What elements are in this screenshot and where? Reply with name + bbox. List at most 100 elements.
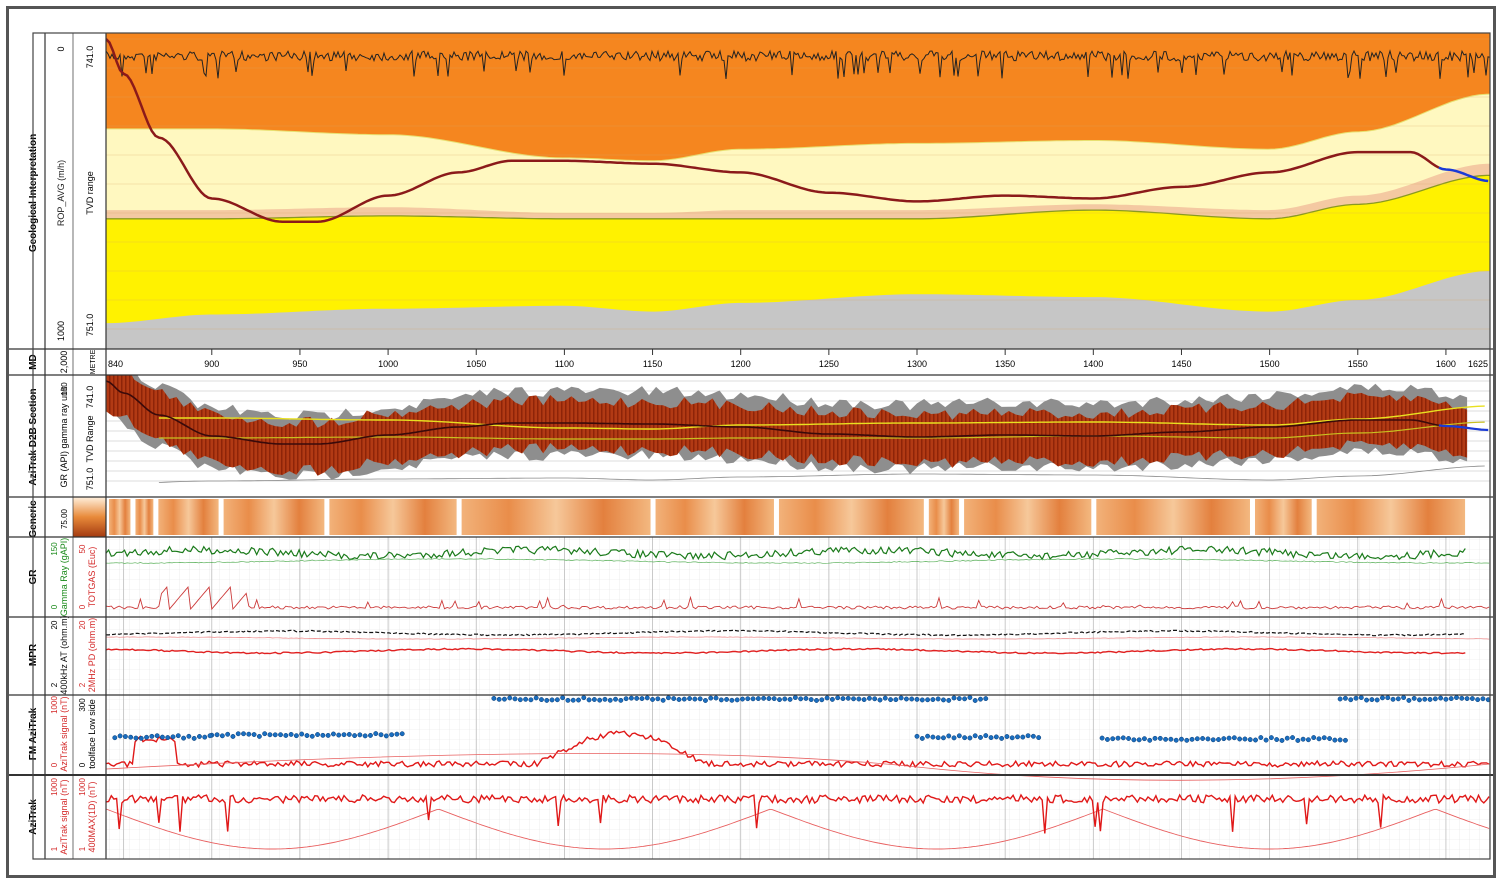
toolface-point xyxy=(819,697,825,703)
md-axis: 840 900 950 1000 1050 1100 1150 1200 1250 1300 135… xyxy=(105,349,1491,369)
toolface-point xyxy=(1221,736,1227,742)
toolface-point xyxy=(856,696,862,702)
toolface-point xyxy=(496,696,502,702)
toolface-point xyxy=(1136,737,1142,743)
toolface-point xyxy=(861,697,867,703)
toolface-point xyxy=(1036,735,1042,741)
toolface-point xyxy=(1141,736,1147,742)
toolface-point xyxy=(1263,737,1269,743)
toolface-point xyxy=(999,735,1005,741)
toolface-point xyxy=(1104,737,1110,742)
toolface-point xyxy=(1152,735,1158,741)
toolface-point xyxy=(191,735,197,741)
geo-track xyxy=(106,33,1490,349)
toolface-point xyxy=(935,735,941,741)
mpr-c2-bottom: 2 xyxy=(78,682,87,687)
toolface-point xyxy=(528,697,534,703)
toolface-point xyxy=(930,734,936,740)
toolface-point xyxy=(1311,735,1317,740)
toolface-point xyxy=(771,696,777,702)
toolface-point xyxy=(554,697,560,703)
generic-strip xyxy=(329,499,457,535)
toolface-point xyxy=(1216,737,1221,742)
toolface-point xyxy=(149,733,155,739)
toolface-point xyxy=(246,731,252,737)
toolface-point xyxy=(687,696,693,701)
toolface-point xyxy=(320,732,326,738)
toolface-point xyxy=(787,696,793,702)
toolface-point xyxy=(1253,737,1258,743)
fm-c1-top: 1000 xyxy=(50,696,59,714)
md-tick-label: 1400 xyxy=(1083,359,1103,369)
toolface-point xyxy=(1385,695,1391,701)
toolface-point xyxy=(1237,736,1243,742)
toolface-point xyxy=(692,696,698,702)
toolface-point xyxy=(256,733,262,739)
toolface-point xyxy=(1353,695,1359,701)
toolface-point xyxy=(1316,736,1322,742)
toolface-point xyxy=(560,695,566,701)
toolface-point xyxy=(1342,695,1348,701)
toolface-point xyxy=(549,697,555,703)
toolface-point xyxy=(761,695,767,701)
toolface-point xyxy=(967,735,973,741)
toolface-point xyxy=(829,696,835,702)
toolface-point xyxy=(851,696,856,702)
toolface-point xyxy=(888,697,894,703)
geo-scale-bottom: 1000 xyxy=(56,321,66,341)
toolface-point xyxy=(523,696,529,702)
d2b-yellow-boundary-top xyxy=(158,405,1485,430)
toolface-point xyxy=(1406,697,1412,703)
toolface-point xyxy=(1459,695,1465,701)
toolface-point xyxy=(983,733,989,739)
toolface-point xyxy=(840,696,846,702)
toolface-point xyxy=(650,697,655,702)
toolface-point xyxy=(983,696,989,702)
toolface-point xyxy=(383,733,389,739)
md-tick-label: 1625 xyxy=(1468,359,1488,369)
fm-c2-label: toolface Low side xyxy=(87,699,97,769)
toolface-point xyxy=(278,732,283,738)
toolface-point xyxy=(941,735,946,741)
d2b-range-top: 741.0 xyxy=(85,386,95,409)
toolface-point xyxy=(729,697,735,703)
toolface-point xyxy=(1226,735,1232,741)
toolface-point xyxy=(893,697,899,703)
toolface-point xyxy=(914,733,920,739)
toolface-point xyxy=(181,735,187,741)
lower-curve-tracks xyxy=(105,537,1491,859)
toolface-point xyxy=(755,696,761,702)
toolface-point xyxy=(133,735,139,741)
toolface-point xyxy=(293,733,299,739)
toolface-point xyxy=(1274,737,1280,742)
d2b-gamma-section xyxy=(106,375,1468,476)
toolface-point xyxy=(708,695,714,701)
toolface-point xyxy=(962,696,968,702)
toolface-point xyxy=(1147,737,1153,743)
toolface-point xyxy=(946,697,952,703)
wellbore-trajectory xyxy=(106,38,1440,223)
md-tick-label: 1050 xyxy=(466,359,486,369)
toolface-point xyxy=(576,697,581,703)
toolface-point xyxy=(919,736,925,741)
geo-range-bottom: 751.0 xyxy=(85,314,95,337)
toolface-point xyxy=(1163,736,1169,742)
toolface-point xyxy=(570,697,576,703)
toolface-point xyxy=(283,733,289,738)
gray-layer xyxy=(106,271,1490,349)
toolface-point xyxy=(394,731,400,737)
toolface-point xyxy=(230,734,236,739)
well-log-chart: Geological Interpretation ROP_AVG (m/h) … xyxy=(9,32,1493,860)
toolface-point xyxy=(357,732,363,738)
toolface-point xyxy=(330,731,336,737)
toolface-point xyxy=(1247,737,1253,743)
generic-strip xyxy=(109,499,131,535)
fm-azitrak-secondary xyxy=(105,753,1491,781)
toolface-point xyxy=(665,695,671,701)
toolface-point xyxy=(1390,696,1396,702)
generic-strip xyxy=(928,499,960,535)
toolface-point xyxy=(117,733,123,739)
azi-c2-bottom: 1 xyxy=(78,846,87,851)
azi-c2-top: 1000 xyxy=(78,778,87,796)
generic-scale: 75.00 xyxy=(60,508,69,529)
